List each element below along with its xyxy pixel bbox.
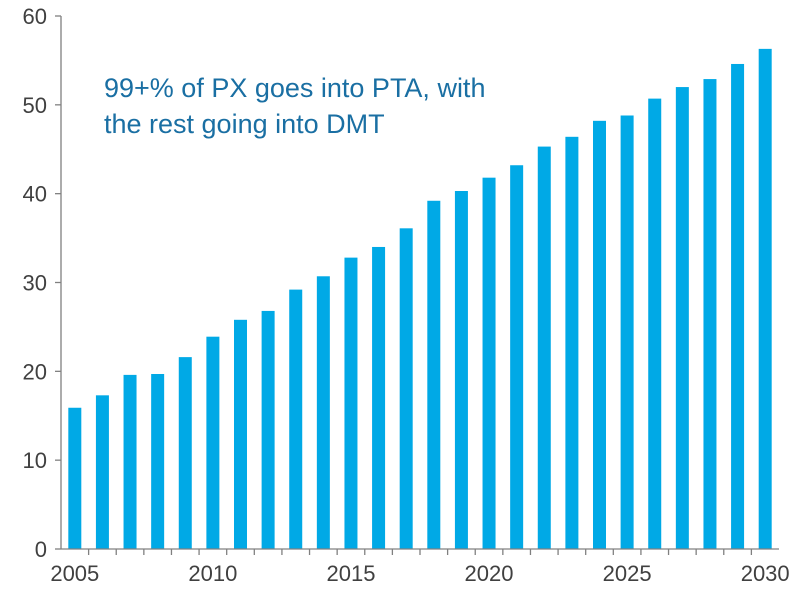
annotation-line-2: the rest going into DMT <box>104 109 385 139</box>
x-tick-label: 2030 <box>741 561 790 586</box>
bar-2017 <box>399 228 413 550</box>
y-tick-label: 30 <box>23 271 47 296</box>
bar-2024 <box>593 120 606 549</box>
bar-2025 <box>620 115 634 549</box>
y-tick-label: 60 <box>23 4 47 29</box>
bar-2014 <box>316 276 330 549</box>
x-tick-label: 2020 <box>465 561 514 586</box>
bar-2006 <box>95 395 109 549</box>
bar-2030 <box>758 48 772 549</box>
y-tick-label: 50 <box>23 93 47 118</box>
y-tick-label: 0 <box>35 537 47 562</box>
y-tick-label: 10 <box>23 448 47 473</box>
bar-2016 <box>372 246 386 549</box>
x-axis: 2005 2010 2015 2020 2025 2030 <box>50 548 790 586</box>
bar-2007 <box>123 374 137 549</box>
bar-2028 <box>703 79 717 550</box>
bar-2023 <box>565 136 579 549</box>
x-tick-label: 2010 <box>188 561 237 586</box>
bar-2015 <box>344 257 358 549</box>
chart-annotation: 99+% of PX goes into PTA, with the rest … <box>104 70 624 142</box>
bar-2022 <box>537 146 551 549</box>
bar-2029 <box>731 63 745 549</box>
bar-2027 <box>675 87 689 550</box>
bar-2018 <box>427 200 441 550</box>
bar-2008 <box>151 373 165 549</box>
x-tick-label: 2005 <box>50 561 99 586</box>
annotation-line-1: 99+% of PX goes into PTA, with <box>104 73 486 103</box>
bar-2020 <box>482 177 496 549</box>
bars <box>68 48 772 550</box>
bar-2009 <box>178 357 192 549</box>
bar-2026 <box>648 98 662 550</box>
y-tick-label: 40 <box>23 182 47 207</box>
bar-2021 <box>510 165 524 550</box>
bar-2012 <box>261 310 275 549</box>
x-tick-label: 2025 <box>603 561 652 586</box>
bar-2013 <box>289 289 303 549</box>
y-tick-label: 20 <box>23 359 47 384</box>
bar-2011 <box>234 319 247 549</box>
y-axis: 0 10 20 30 40 50 60 <box>23 4 62 562</box>
bar-2019 <box>454 191 468 550</box>
bar-2005 <box>68 407 82 549</box>
x-tick-label: 2015 <box>326 561 375 586</box>
bar-2010 <box>206 336 220 549</box>
